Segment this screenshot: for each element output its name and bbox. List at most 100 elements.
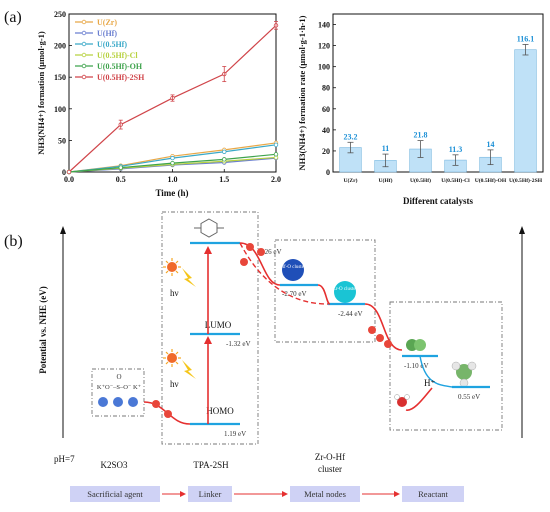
zr-o-hf-label-line1: Zr-O-Hf <box>315 452 345 462</box>
electron-icon <box>376 334 384 342</box>
series-point <box>222 149 227 154</box>
n2-molecule-icon <box>406 339 426 351</box>
legend-marker <box>81 41 87 47</box>
homo-energy: 1.19 eV <box>224 430 246 438</box>
legend-marker <box>81 52 87 58</box>
legend-marker <box>81 63 87 69</box>
hole-icon <box>113 397 123 407</box>
n2-energy: -1.10 eV <box>404 362 429 370</box>
bar-category-label: U(0.5Hf)-Cl <box>441 177 470 184</box>
bar-value-label: 11 <box>382 144 390 153</box>
line-chart-x-ticks: 0.0 0.5 1.0 1.5 2.0 <box>64 169 281 184</box>
sun-icon <box>163 349 181 367</box>
bar <box>514 49 537 173</box>
x-tick-label: 1.5 <box>219 175 229 184</box>
arrow-head-icon <box>204 336 212 344</box>
zr-o-hf-label-line2: cluster <box>318 464 342 474</box>
hplus-label: H⁺ <box>424 378 435 388</box>
series-point <box>66 169 72 175</box>
bar-chart-x-label: Different catalysts <box>403 196 474 206</box>
flow-step-linker <box>188 486 232 502</box>
electron-icon <box>257 248 265 256</box>
homo-label: HOMO <box>206 406 234 416</box>
flow-step-sacrificial <box>70 486 160 502</box>
lightning-icon <box>182 268 196 287</box>
hf-cluster-label: Hf-O cluster <box>280 265 305 270</box>
arrow-right-icon <box>394 491 400 497</box>
flow-step-linker-label: Linker <box>199 489 222 499</box>
y-tick-label: 200 <box>54 42 66 51</box>
y-tick-label: 150 <box>54 73 66 82</box>
y-tick-label: 0 <box>326 168 330 177</box>
potential-axis-arrow-icon <box>60 226 66 234</box>
y-tick-label: 120 <box>318 42 330 51</box>
electron-icon <box>164 410 172 418</box>
benzene-ring-icon <box>194 218 224 238</box>
electron-holes <box>98 397 138 407</box>
tpa-label: TPA-2SH <box>193 460 229 470</box>
y-tick-label: 60 <box>322 105 330 114</box>
sulfite-formula: K⁺O⁻–S–O⁻ K⁺ <box>97 384 141 391</box>
bar-category-label: U(0.5Hf) <box>410 177 431 184</box>
line-chart-y-ticks: 0 50 100 150 200 250 <box>54 10 72 177</box>
bar-value-label: 116.1 <box>517 34 535 43</box>
line-chart-legend: U(Zr) U(Hf) U(0.5Hf) U(0.5Hf)-Cl U(0.5Hf)-OH… <box>75 18 145 82</box>
electron-icon <box>384 340 392 348</box>
series-point <box>118 165 123 170</box>
transfer-arrow-to-zr <box>239 242 329 305</box>
bar-category-label: U(0.5Hf)-OH <box>475 177 507 184</box>
bar-category-label: U(Hf) <box>379 177 393 184</box>
proton-arrow <box>405 387 433 411</box>
line-chart-x-label: Time (h) <box>155 188 188 198</box>
series-point <box>273 142 279 148</box>
flow-step-reactant-label: Reactant <box>418 489 448 499</box>
bar-chart: 0 20 40 60 80 100 120 140 23.2 11 21.8 11.3 14 116.1… <box>297 13 544 206</box>
arrow-right-icon <box>180 491 186 497</box>
water-molecule-icon <box>394 394 410 407</box>
y-tick-label: 40 <box>322 126 330 135</box>
panel-label-a: (a) <box>4 9 22 26</box>
nh3-molecule-icon <box>451 361 477 388</box>
x-tick-label: 1.0 <box>168 175 178 184</box>
arrow-head-icon <box>204 246 212 254</box>
flow-step-metal <box>290 486 360 502</box>
series-point <box>222 157 227 162</box>
reduction-path <box>419 355 453 388</box>
bar-chart-frame <box>332 13 544 173</box>
zr-energy: -2.44 eV <box>338 310 363 318</box>
hole-icon <box>128 397 138 407</box>
line-chart-y-label: NH3(NH4+) formation (µmol·g-1) <box>36 31 46 155</box>
bar-value-label: 14 <box>487 140 495 149</box>
energy-diagram: Potential vs. NHE (eV) pH=7 O K⁺O⁻–S–O⁻ … <box>38 211 525 502</box>
legend-label: U(Hf) <box>97 29 117 38</box>
panel-label-b: (b) <box>4 233 23 250</box>
y-tick-label: 0 <box>62 168 66 177</box>
y-tick-label: 20 <box>322 147 330 156</box>
line-chart: 0.0 0.5 1.0 1.5 2.0 0 50 100 150 200 250 U(Zr) U(H… <box>36 10 281 198</box>
legend-label: U(0.5Hf)-Cl <box>97 51 138 60</box>
k2so3-label: K2SO3 <box>100 460 128 470</box>
legend-label: U(0.5Hf)-OH <box>97 62 143 71</box>
legend-marker <box>81 30 87 36</box>
hf-cluster-icon <box>282 259 304 281</box>
right-axis-arrow-icon <box>519 226 525 234</box>
legend-marker <box>81 19 87 25</box>
zr-cluster-label: Zr-O cluster <box>333 287 358 292</box>
tpa-box <box>161 211 259 445</box>
lumo-label: LUMO <box>205 320 232 330</box>
transfer-arrow-to-reactant <box>364 303 403 351</box>
series-point <box>170 155 175 161</box>
flow-bar: Sacrificial agent Linker Metal nodes Rea… <box>70 486 464 502</box>
hf-energy: -2.70 eV <box>282 290 307 298</box>
electron-icon <box>246 243 254 251</box>
hole-icon <box>98 397 108 407</box>
y-tick-label: 80 <box>322 84 330 93</box>
legend-label: U(0.5Hf) <box>97 40 127 49</box>
sun-icon <box>163 258 181 276</box>
legend-marker <box>81 74 87 80</box>
y-tick-label: 100 <box>318 63 330 72</box>
series-point <box>273 152 279 157</box>
top-energy: -3.26 eV <box>257 248 282 256</box>
y-tick-label: 140 <box>318 21 330 30</box>
